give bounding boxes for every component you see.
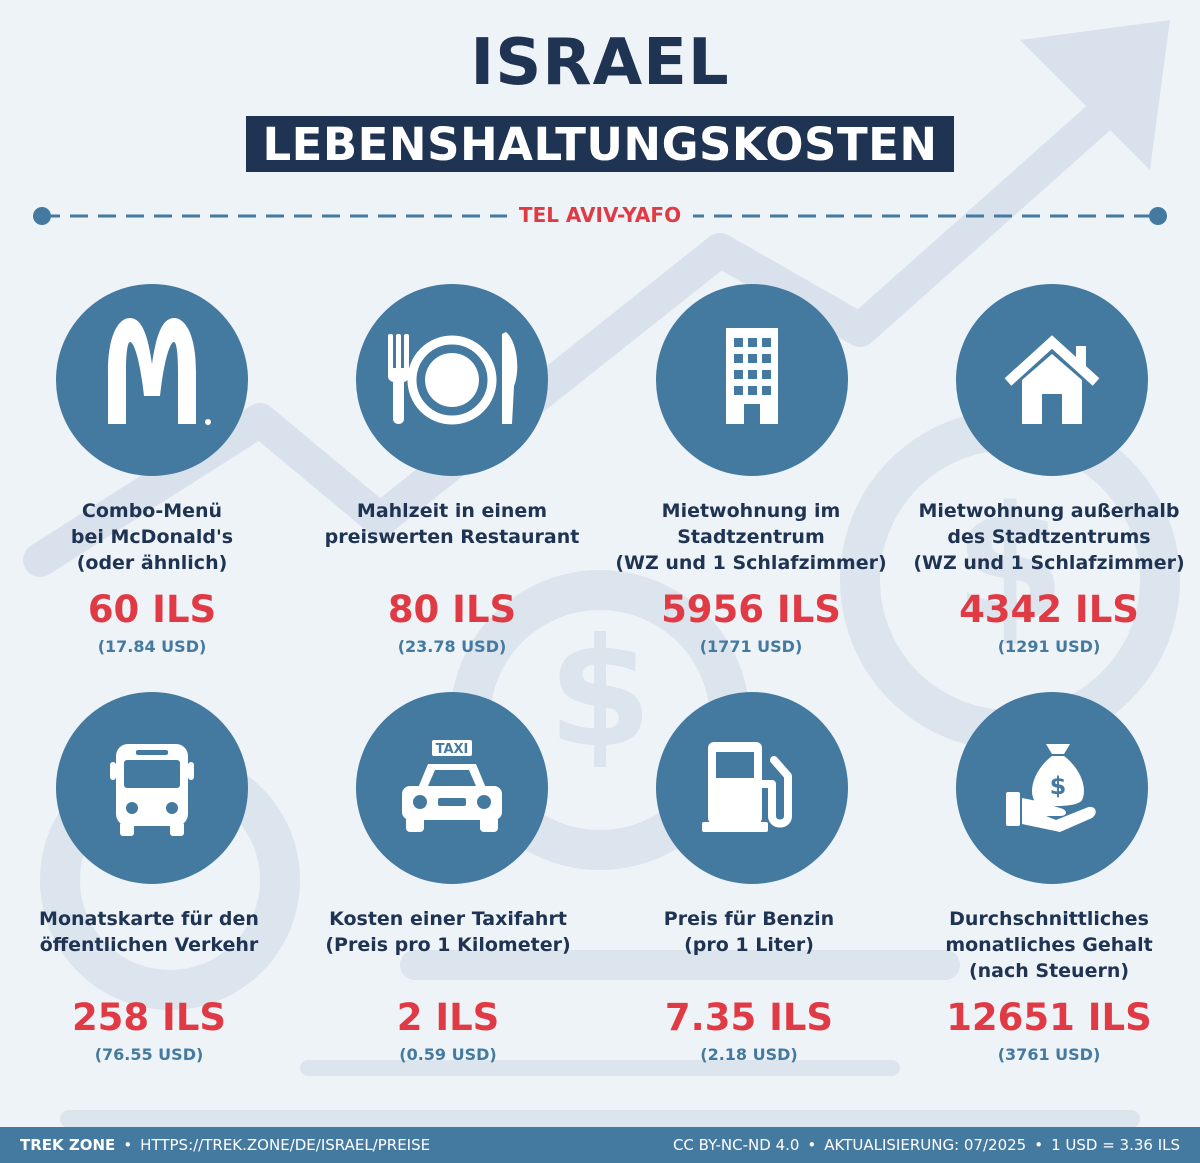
footer-bar: TREK ZONE • HTTPS://TREK.ZONE/DE/ISRAEL/PR… [0, 1127, 1200, 1163]
item-label-transit-pass: Monatskarte für den öffentlichen Verkehr [39, 908, 259, 956]
mcdonalds-icon [56, 284, 248, 476]
item-label-taxi: Kosten einer Taxifahrt (Preis pro 1 Kilo… [325, 908, 571, 956]
footer-brand: TREK ZONE [20, 1136, 116, 1154]
item-usd-restaurant-meal: (23.78 USD) [397, 637, 507, 656]
svg-text:$: $ [954, 471, 1065, 658]
taxi-sign-text: TAXI [436, 742, 469, 757]
item-price-salary: 12651 ILS [946, 996, 1152, 1039]
bus-icon [56, 692, 248, 884]
city-name: TEL AVIV-YAFO [506, 203, 694, 227]
plate-cutlery-icon [356, 284, 548, 476]
svg-text:$: $ [548, 607, 652, 781]
item-price-apartment-outside: 4342 ILS [959, 588, 1139, 631]
item-price-gasoline: 7.35 ILS [664, 996, 834, 1039]
taxi-icon: TAXI [356, 692, 548, 884]
item-price-combo-menu: 60 ILS [87, 588, 217, 631]
item-usd-gasoline: (2.18 USD) [700, 1045, 798, 1064]
footer-license: CC BY-NC-ND 4.0 [672, 1136, 800, 1154]
footer-url[interactable]: HTTPS://TREK.ZONE/DE/ISRAEL/PREISE [140, 1136, 431, 1154]
item-price-restaurant-meal: 80 ILS [387, 588, 517, 631]
item-label-restaurant-meal: Mahlzeit in einem preiswerten Restaurant [324, 500, 580, 548]
item-usd-combo-menu: (17.84 USD) [97, 637, 207, 656]
item-price-taxi: 2 ILS [396, 996, 500, 1039]
item-label-apartment-outside: Mietwohnung außerhalb des Stadtzentrums … [913, 500, 1185, 574]
building-icon [656, 284, 848, 476]
item-usd-apartment-center: (1771 USD) [699, 637, 803, 656]
item-usd-transit-pass: (76.55 USD) [94, 1045, 204, 1064]
item-usd-salary: (3761 USD) [997, 1045, 1101, 1064]
item-usd-taxi: (0.59 USD) [399, 1045, 497, 1064]
footer-updated: AKTUALISIERUNG: 07/2025 [824, 1136, 1027, 1154]
item-label-salary: Durchschnittliches monatliches Gehalt (n… [945, 908, 1153, 982]
item-usd-apartment-outside: (1291 USD) [997, 637, 1101, 656]
money-bag-hand-icon: $ [956, 692, 1148, 884]
item-price-transit-pass: 258 ILS [71, 996, 227, 1039]
item-price-apartment-center: 5956 ILS [661, 588, 841, 631]
footer-rate: 1 USD = 3.36 ILS [1051, 1136, 1180, 1154]
dollar-sign-text: $ [1050, 772, 1067, 800]
dashed-divider [33, 207, 1167, 225]
house-icon [956, 284, 1148, 476]
item-label-apartment-center: Mietwohnung im Stadtzentrum (WZ und 1 Sc… [615, 500, 887, 574]
page-title: ISRAEL [470, 26, 730, 100]
item-label-gasoline: Preis für Benzin (pro 1 Liter) [663, 908, 835, 956]
item-label-combo-menu: Combo-Menü bei McDonald's (oder ähnlich) [70, 500, 234, 574]
fuel-pump-icon [656, 692, 848, 884]
page-subtitle: LEBENSHALTUNGSKOSTEN [246, 116, 954, 172]
